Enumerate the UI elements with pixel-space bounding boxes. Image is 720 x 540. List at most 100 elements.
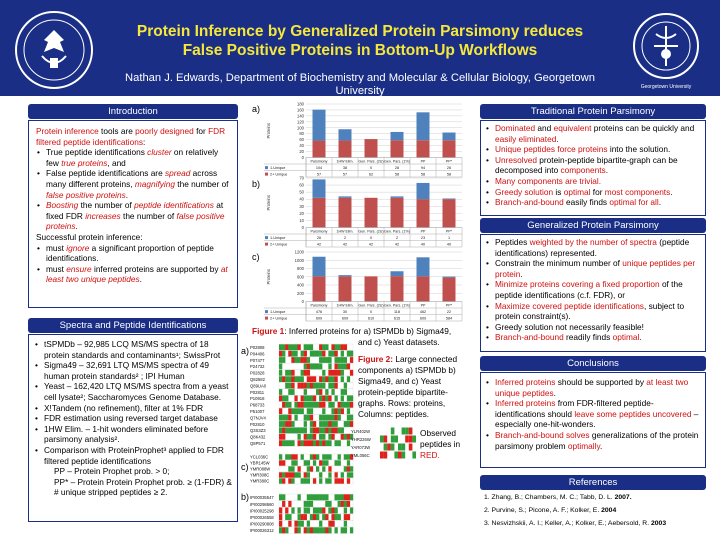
x-tick-label: PP xyxy=(421,159,426,163)
traditional-item: Branch-and-bound easily finds optimal fo… xyxy=(485,197,701,208)
protein-label: P02810 xyxy=(250,422,265,427)
peptide-cell xyxy=(319,350,323,357)
georgetown-medical-seal-icon: Georgetown University xyxy=(633,13,699,90)
observed-peptide-cell xyxy=(309,382,314,389)
observed-peptide-cell xyxy=(380,451,384,459)
peptide-cell xyxy=(294,414,298,421)
bar xyxy=(338,140,352,158)
peptide-cell xyxy=(328,382,332,389)
observed-peptide-cell xyxy=(349,454,354,460)
peptide-cell xyxy=(279,527,283,534)
y-tick-label: 80 xyxy=(299,131,304,136)
figure2-panel-label: b) xyxy=(241,492,250,502)
figure1-caption: Figure 1: Inferred proteins for a) tSPMD… xyxy=(252,326,452,347)
observed-peptide-cell xyxy=(387,443,391,451)
figure1c-chart: 0 200 400 600 800 1000 1200 Proteins Parsimony 47… xyxy=(264,250,463,322)
bar xyxy=(390,276,404,302)
bar xyxy=(364,197,378,228)
peptide-cell xyxy=(322,527,326,534)
observed-peptide-cell xyxy=(288,414,292,421)
peptide-cell xyxy=(319,527,323,534)
intro-para-1: Protein inference tools are poorly desig… xyxy=(36,126,226,147)
peptide-cell xyxy=(337,408,341,415)
peptide-cell xyxy=(282,421,286,427)
peptide-cell xyxy=(316,494,320,501)
legend-label: 1-Unique xyxy=(270,166,285,170)
observed-peptide-cell xyxy=(316,427,320,434)
observed-peptide-cell xyxy=(331,514,335,521)
peptide-cell xyxy=(297,427,301,434)
peptide-cell xyxy=(309,500,314,507)
peptide-cell xyxy=(325,494,329,501)
peptide-cell xyxy=(343,363,348,370)
peptide-cell xyxy=(300,350,304,357)
observed-peptide-cell xyxy=(312,395,317,402)
peptide-cell xyxy=(309,433,314,440)
peptide-cell xyxy=(325,357,329,363)
peptide-cell xyxy=(343,382,348,389)
observed-peptide-cell xyxy=(300,401,304,408)
y-tick-label: 140 xyxy=(297,113,305,118)
conclusions-box: Inferred proteins should be supported by… xyxy=(480,372,706,468)
y-tick-label: 50 xyxy=(299,190,304,195)
peptide-cell xyxy=(300,427,304,434)
peptide-cell xyxy=(285,454,289,460)
peptide-cell xyxy=(322,466,326,472)
data-label: 0 xyxy=(370,236,372,240)
y-tick-label: 160 xyxy=(297,107,305,112)
peptide-cell xyxy=(328,478,332,484)
spectra-subitem: PP – Protein Prophet prob. > 0; xyxy=(54,466,170,477)
peptide-cell xyxy=(288,466,292,472)
peptide-cell xyxy=(312,350,317,357)
observed-peptide-cell xyxy=(322,440,326,447)
protein-label: Q8K432 xyxy=(250,435,266,440)
peptide-cell xyxy=(394,435,398,443)
peptide-cell xyxy=(334,344,338,351)
peptide-cell xyxy=(319,440,323,447)
peptide-cell xyxy=(297,527,301,534)
peptide-cell xyxy=(398,443,402,451)
observed-peptide-cell xyxy=(340,408,344,415)
observed-peptide-cell xyxy=(303,369,307,376)
peptide-cell xyxy=(346,401,351,408)
peptide-cell xyxy=(303,421,307,427)
bar xyxy=(416,276,430,302)
peptide-cell xyxy=(291,478,295,484)
peptide-cell xyxy=(282,357,286,363)
observed-peptide-cell xyxy=(312,478,317,484)
peptide-cell xyxy=(297,494,301,501)
data-label: 42 xyxy=(369,242,373,246)
x-tick-label: Gen. Pars. (1%) xyxy=(384,159,410,163)
y-tick-label: 70 xyxy=(299,176,304,181)
peptide-cell xyxy=(319,520,323,527)
peptide-cell xyxy=(309,401,314,408)
protein-label: Q8P571 xyxy=(250,441,266,446)
bar xyxy=(338,276,352,302)
peptide-cell xyxy=(340,472,344,478)
y-tick-label: 600 xyxy=(297,274,305,279)
data-label: 615 xyxy=(394,316,400,320)
introduction-heading: Introduction xyxy=(28,104,238,119)
peptide-cell xyxy=(343,433,348,440)
observed-peptide-cell xyxy=(398,451,402,459)
protein-label: YHR226W xyxy=(351,437,371,442)
peptide-cell xyxy=(331,376,335,383)
peptide-cell xyxy=(300,440,304,447)
y-tick-label: 0 xyxy=(302,299,305,304)
observed-peptide-cell xyxy=(279,408,283,415)
data-label: 22 xyxy=(447,310,451,314)
peptide-cell xyxy=(325,421,329,427)
peptide-cell xyxy=(343,500,348,507)
peptide-cell xyxy=(322,494,326,501)
observed-peptide-cell xyxy=(285,472,289,478)
observed-peptide-cell xyxy=(312,454,317,460)
figure2-panel-label: a) xyxy=(241,346,250,356)
peptide-cell xyxy=(328,527,332,534)
bar xyxy=(312,276,326,302)
observed-peptide-cell xyxy=(300,382,304,389)
observed-peptide-cell xyxy=(328,395,332,402)
observed-peptide-cell xyxy=(322,401,326,408)
peptide-cell xyxy=(297,408,301,415)
peptide-cell xyxy=(294,460,298,466)
peptide-cell xyxy=(383,443,388,451)
